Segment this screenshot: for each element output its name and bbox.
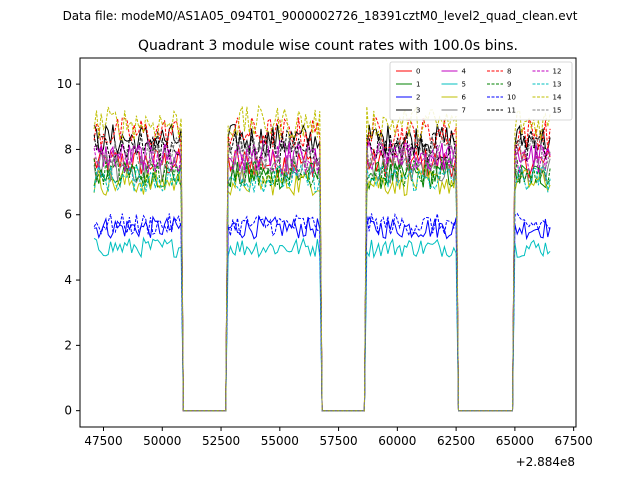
series-group bbox=[93, 104, 551, 412]
axes-frame bbox=[79, 57, 577, 428]
legend-label-6: 6 bbox=[462, 94, 467, 102]
x-offset-label: +2.884e8 bbox=[516, 455, 575, 469]
series-line-15 bbox=[93, 135, 551, 412]
legend-label-13: 13 bbox=[553, 81, 562, 89]
y-tick-label: 0 bbox=[64, 404, 72, 418]
x-tick-label: 47500 bbox=[84, 434, 122, 448]
x-tick-label: 55000 bbox=[261, 434, 299, 448]
legend-box bbox=[389, 61, 573, 121]
y-tick-label: 8 bbox=[64, 142, 72, 156]
legend-label-0: 0 bbox=[416, 68, 420, 76]
y-tick-label: 2 bbox=[64, 338, 72, 352]
plot-area: 47500 50000 52500 55000 57500 60000 62500 65000… bbox=[57, 57, 593, 448]
legend-label-7: 7 bbox=[462, 107, 466, 115]
legend-label-14: 14 bbox=[553, 94, 562, 102]
legend-label-15: 15 bbox=[553, 107, 562, 115]
x-tick-label: 60000 bbox=[378, 434, 416, 448]
legend-label-1: 1 bbox=[416, 81, 420, 89]
legend-label-9: 9 bbox=[507, 81, 511, 89]
x-tick-label: 62500 bbox=[437, 434, 475, 448]
legend-label-11: 11 bbox=[507, 107, 516, 115]
y-tick-label: 4 bbox=[64, 273, 72, 287]
legend-label-2: 2 bbox=[416, 94, 420, 102]
y-tick-label: 10 bbox=[57, 77, 72, 91]
legend-label-8: 8 bbox=[507, 68, 511, 76]
x-tick-label: 52500 bbox=[202, 434, 240, 448]
x-tick-label: 67500 bbox=[555, 434, 593, 448]
y-tick-label: 6 bbox=[64, 208, 72, 222]
legend-label-12: 12 bbox=[553, 68, 562, 76]
x-tick-label: 65000 bbox=[496, 434, 534, 448]
chart-title: Quadrant 3 module wise count rates with … bbox=[138, 38, 518, 54]
figure-suptitle: Data file: modeM0/AS1A05_094T01_90000027… bbox=[63, 9, 578, 23]
legend-label-10: 10 bbox=[507, 94, 516, 102]
legend-label-5: 5 bbox=[462, 81, 466, 89]
x-tick-label: 57500 bbox=[319, 434, 357, 448]
x-tick-label: 50000 bbox=[143, 434, 181, 448]
legend-label-4: 4 bbox=[462, 68, 467, 76]
legend-label-3: 3 bbox=[416, 107, 420, 115]
